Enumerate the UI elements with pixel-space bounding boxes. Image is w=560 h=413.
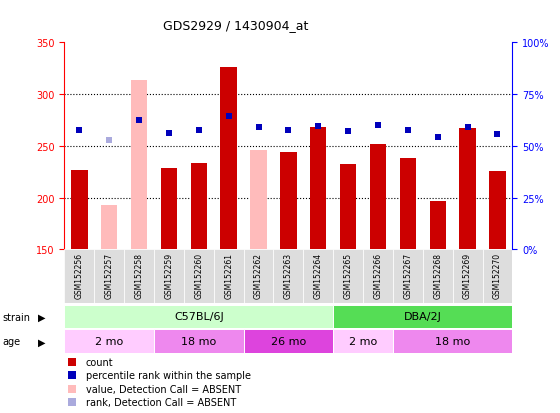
Text: ▶: ▶ [38, 337, 45, 347]
Bar [101, 206, 118, 250]
Bar [124, 250, 154, 304]
Bar [131, 81, 147, 250]
Text: age: age [3, 337, 21, 347]
Bar [400, 159, 416, 250]
Text: ▶: ▶ [38, 312, 45, 322]
Text: GSM152260: GSM152260 [194, 253, 203, 299]
Bar [452, 250, 483, 304]
Text: 18 mo: 18 mo [435, 336, 470, 347]
Text: GSM152266: GSM152266 [374, 253, 382, 299]
Bar [64, 330, 154, 353]
Bar [310, 128, 326, 250]
Bar [333, 305, 512, 328]
Bar [244, 250, 273, 304]
Bar [280, 153, 297, 250]
Bar [333, 330, 393, 353]
Bar [304, 250, 333, 304]
Text: count: count [86, 357, 114, 367]
Text: GSM152257: GSM152257 [105, 253, 114, 299]
Bar [214, 250, 244, 304]
Text: GSM152265: GSM152265 [344, 253, 353, 299]
Bar [250, 151, 267, 250]
Bar [370, 145, 386, 250]
Text: GSM152263: GSM152263 [284, 253, 293, 299]
Text: GSM152267: GSM152267 [403, 253, 412, 299]
Text: GDS2929 / 1430904_at: GDS2929 / 1430904_at [162, 19, 308, 31]
Bar [221, 68, 237, 250]
Bar [64, 250, 94, 304]
Text: 2 mo: 2 mo [349, 336, 377, 347]
Text: 18 mo: 18 mo [181, 336, 216, 347]
Text: value, Detection Call = ABSENT: value, Detection Call = ABSENT [86, 384, 241, 394]
Bar [333, 250, 363, 304]
Bar [71, 170, 87, 250]
Bar [154, 250, 184, 304]
Text: rank, Detection Call = ABSENT: rank, Detection Call = ABSENT [86, 397, 236, 407]
Bar [423, 250, 452, 304]
Bar [483, 250, 512, 304]
Text: GSM152264: GSM152264 [314, 253, 323, 299]
Bar [94, 250, 124, 304]
Text: 2 mo: 2 mo [95, 336, 123, 347]
Bar [273, 250, 304, 304]
Text: GSM152261: GSM152261 [224, 253, 233, 299]
Bar [64, 305, 333, 328]
Text: strain: strain [3, 312, 31, 322]
Bar [430, 202, 446, 250]
Text: percentile rank within the sample: percentile rank within the sample [86, 370, 251, 380]
Text: GSM152262: GSM152262 [254, 253, 263, 299]
Bar [393, 250, 423, 304]
Text: GSM152256: GSM152256 [75, 253, 84, 299]
Text: C57BL/6J: C57BL/6J [174, 311, 223, 322]
Text: 26 mo: 26 mo [271, 336, 306, 347]
Bar [489, 171, 506, 250]
Text: GSM152258: GSM152258 [134, 253, 143, 299]
Text: GSM152259: GSM152259 [165, 253, 174, 299]
Bar [393, 330, 512, 353]
Bar [154, 330, 244, 353]
Bar [459, 129, 476, 250]
Text: GSM152268: GSM152268 [433, 253, 442, 299]
Text: GSM152270: GSM152270 [493, 253, 502, 299]
Bar [340, 164, 356, 250]
Text: GSM152269: GSM152269 [463, 253, 472, 299]
Bar [184, 250, 214, 304]
Bar [161, 169, 177, 250]
Bar [244, 330, 333, 353]
Text: DBA/2J: DBA/2J [404, 311, 442, 322]
Bar [190, 163, 207, 250]
Bar [363, 250, 393, 304]
